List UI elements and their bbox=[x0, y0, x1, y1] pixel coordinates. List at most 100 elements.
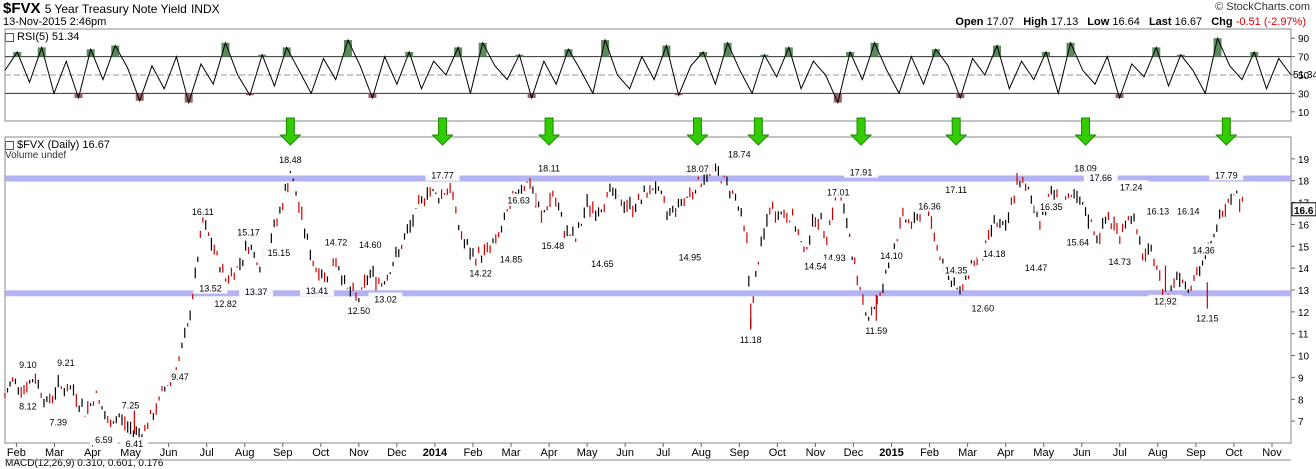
y-tick-label: 14 bbox=[1298, 264, 1310, 275]
value-label-bg bbox=[939, 183, 974, 196]
x-tick-label: Jun bbox=[160, 447, 178, 459]
rsi-line bbox=[4, 36, 1292, 105]
x-tick-label: 2014 bbox=[423, 447, 448, 459]
rsi-overbought-fill bbox=[282, 47, 291, 57]
x-tick-label: Aug bbox=[1148, 447, 1168, 459]
value-label-bg bbox=[261, 246, 296, 259]
rsi-tick-label: 10 bbox=[1298, 108, 1310, 119]
y-tick-label: 9 bbox=[1298, 373, 1304, 384]
value-label-bg bbox=[463, 266, 498, 279]
x-tick-label: Feb bbox=[7, 447, 26, 459]
value-label: 7.25 bbox=[122, 401, 140, 411]
rsi-overbought-fill bbox=[1042, 52, 1051, 57]
y-tick-label: 11 bbox=[1298, 330, 1309, 341]
rsi-oversold-fill bbox=[1115, 93, 1124, 98]
value-label: 12.82 bbox=[214, 299, 237, 309]
value-label-bg bbox=[239, 284, 274, 297]
last-value: 16.67 bbox=[1174, 16, 1203, 28]
value-label-bg bbox=[821, 185, 856, 198]
value-label-bg bbox=[722, 147, 757, 160]
value-label: 18.07 bbox=[686, 164, 709, 174]
x-tick-label: Jun bbox=[1073, 447, 1091, 459]
rsi-overbought-fill bbox=[1066, 42, 1075, 57]
value-label: 13.52 bbox=[199, 284, 222, 294]
rsi-overbought-fill bbox=[111, 45, 120, 57]
value-label-bg bbox=[89, 433, 118, 446]
value-label-bg bbox=[680, 162, 715, 175]
value-label-bg bbox=[532, 161, 567, 174]
x-tick-label: Nov bbox=[1262, 447, 1282, 459]
green-arrow-marker bbox=[537, 117, 561, 146]
x-tick-label: Apr bbox=[541, 447, 558, 459]
value-label: 13.41 bbox=[306, 286, 329, 296]
value-label: 15.48 bbox=[542, 241, 565, 251]
rsi-oversold-fill bbox=[74, 93, 83, 98]
exchange: INDX bbox=[190, 2, 220, 16]
x-tick-label: Mar bbox=[958, 447, 977, 459]
rsi-oversold-fill bbox=[527, 93, 536, 98]
low-value: 16.64 bbox=[1112, 16, 1140, 28]
green-arrow-marker bbox=[431, 117, 454, 146]
x-tick-label: Apr bbox=[84, 447, 101, 459]
rsi-overbought-fill bbox=[86, 49, 95, 57]
x-tick-label: Nov bbox=[349, 447, 369, 459]
value-label: 17.91 bbox=[850, 168, 873, 178]
quote-summary: Open 17.07 High 17.13 Low 16.64 Last 16.… bbox=[949, 16, 1306, 28]
rsi-overbought-fill bbox=[931, 49, 940, 57]
value-label: 16.14 bbox=[1177, 206, 1200, 216]
value-label-bg bbox=[535, 238, 570, 251]
x-tick-label: May bbox=[577, 447, 598, 459]
high-label: High bbox=[1023, 16, 1048, 28]
rsi-tick-label: 30 bbox=[1298, 89, 1310, 100]
value-label: 16.36 bbox=[918, 202, 941, 212]
rsi-overbought-fill bbox=[870, 42, 879, 57]
value-label: 14.35 bbox=[945, 265, 968, 275]
value-label-bg bbox=[1148, 294, 1183, 307]
chart-title: $FVX 5 Year Treasury Note Yield INDX bbox=[3, 0, 220, 17]
y-tick-label: 10 bbox=[1298, 352, 1310, 363]
value-label: 17.77 bbox=[431, 171, 454, 181]
rsi-overbought-fill bbox=[662, 45, 671, 57]
open-value: 17.07 bbox=[986, 16, 1015, 28]
value-label: 17.79 bbox=[1215, 170, 1238, 180]
rsi-overbought-fill bbox=[1250, 52, 1259, 57]
value-label: 9.10 bbox=[19, 360, 37, 370]
value-label: 18.74 bbox=[728, 150, 751, 160]
y-tick-label: 15 bbox=[1298, 242, 1310, 253]
x-tick-label: Jul bbox=[656, 447, 670, 459]
value-label-bg bbox=[51, 355, 80, 368]
value-label-bg bbox=[501, 193, 536, 206]
rsi-oversold-fill bbox=[184, 93, 193, 103]
symbol: $FVX bbox=[3, 0, 41, 17]
value-label: 11.59 bbox=[865, 326, 887, 336]
green-arrow-marker bbox=[1074, 117, 1097, 146]
y-tick-label: 7 bbox=[1298, 417, 1304, 428]
value-label-bg bbox=[859, 323, 894, 336]
x-tick-label: Aug bbox=[691, 447, 711, 459]
value-label-bg bbox=[874, 248, 909, 261]
brand-logo: © StockCharts.com bbox=[1215, 1, 1310, 13]
value-label: 14.73 bbox=[1109, 257, 1132, 267]
rsi-overbought-fill bbox=[1152, 47, 1161, 57]
value-label: 18.11 bbox=[538, 163, 560, 173]
x-tick-label: Jun bbox=[616, 447, 634, 459]
value-label-bg bbox=[733, 332, 768, 345]
rsi-current-tag: 51.34 bbox=[1293, 70, 1316, 81]
value-label: 14.65 bbox=[591, 259, 614, 269]
current-price-tag: 16.6 bbox=[1294, 206, 1314, 217]
green-arrow-marker bbox=[279, 117, 302, 146]
value-label-bg bbox=[13, 358, 42, 371]
value-label: 18.48 bbox=[279, 155, 302, 165]
x-tick-label: May bbox=[1033, 447, 1054, 459]
x-tick-label: May bbox=[120, 447, 141, 459]
last-label: Last bbox=[1148, 16, 1172, 28]
macd-legend: MACD(12,26,9) 0.310, 0.601, 0.176 bbox=[5, 458, 164, 469]
chg-value: -0.51 (-2.97%) bbox=[1235, 16, 1306, 28]
rsi-label: RSI(5) 51.34 bbox=[17, 31, 80, 43]
value-label-bg bbox=[672, 250, 707, 263]
value-label: 6.59 bbox=[95, 435, 113, 445]
value-label-bg bbox=[1190, 311, 1225, 324]
symbol-name: 5 Year Treasury Note Yield bbox=[44, 2, 187, 16]
value-label: 14.54 bbox=[804, 261, 827, 271]
